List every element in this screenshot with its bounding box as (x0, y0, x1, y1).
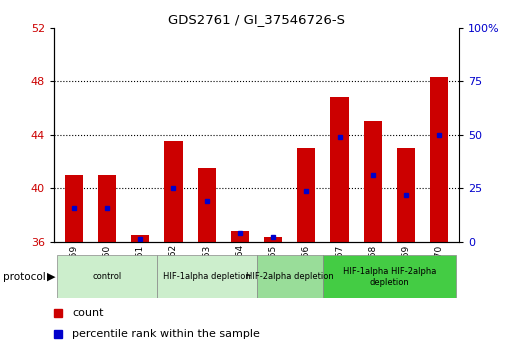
Bar (397, 148, 415, 242)
Bar (131, 235, 149, 242)
Bar (264, 237, 282, 242)
Text: percentile rank within the sample: percentile rank within the sample (72, 329, 260, 339)
Bar (198, 168, 216, 241)
Bar (65, 175, 83, 241)
Text: count: count (72, 308, 104, 318)
Bar (323, 255, 456, 298)
Text: protocol: protocol (3, 272, 45, 282)
Text: HIF-1alpha depletion: HIF-1alpha depletion (163, 272, 250, 282)
Bar (330, 97, 349, 242)
Bar (231, 231, 249, 241)
Bar (297, 148, 315, 242)
Bar (256, 255, 323, 298)
Bar (430, 77, 448, 242)
Text: HIF-1alpha HIF-2alpha
depletion: HIF-1alpha HIF-2alpha depletion (343, 267, 436, 287)
Title: GDS2761 / GI_37546726-S: GDS2761 / GI_37546726-S (168, 13, 345, 27)
Text: ▶: ▶ (47, 272, 56, 282)
Bar (364, 121, 382, 242)
Bar (157, 255, 256, 298)
Text: HIF-2alpha depletion: HIF-2alpha depletion (246, 272, 333, 282)
Bar (164, 141, 183, 242)
Bar (57, 255, 157, 298)
Text: control: control (92, 272, 122, 282)
Bar (98, 175, 116, 241)
